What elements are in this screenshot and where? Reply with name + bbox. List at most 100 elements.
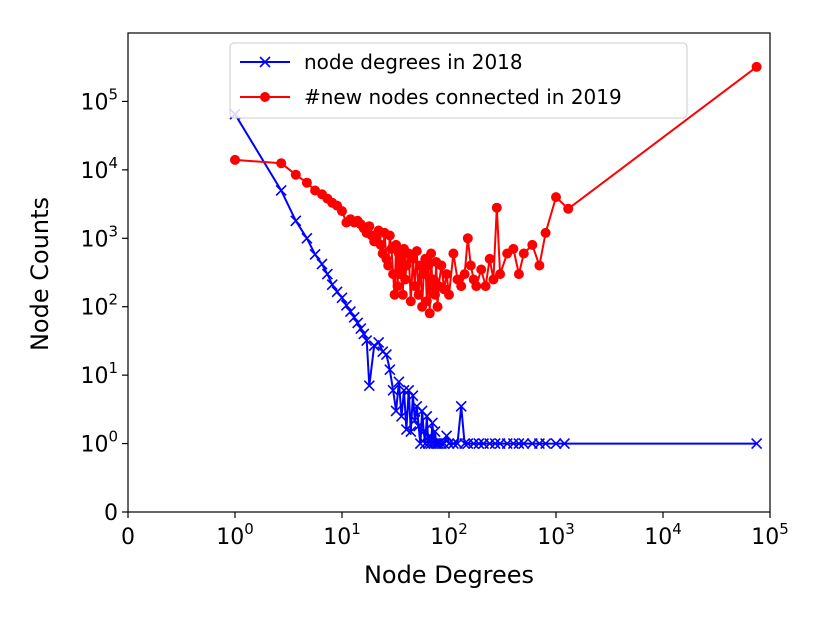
data-point [391,239,402,250]
data-point [361,335,373,347]
data-point [398,384,410,396]
data-point [348,311,360,323]
x-tick-label: 100 [216,520,254,550]
data-point [401,260,412,271]
y-tick-label: 104 [80,154,118,184]
data-point [430,289,440,300]
series-0 [229,108,763,450]
x-tick-label: 101 [323,520,361,550]
y-tick-label: 100 [80,428,118,458]
data-point [409,281,420,292]
legend-label: #new nodes connected in 2019 [304,85,622,109]
data-point [405,296,416,307]
data-point [455,400,467,412]
x-tick-label: 102 [430,520,468,550]
data-point [443,438,455,450]
data-point [489,438,501,450]
data-point [407,253,418,264]
data-point [414,438,426,450]
data-point [513,269,524,280]
data-point [355,322,367,335]
data-point [459,269,470,280]
data-point [513,438,525,450]
series-1 [230,61,762,319]
data-point [465,260,476,271]
data-point [397,289,408,300]
data-layer [229,61,763,450]
data-point [364,221,375,232]
data-point [418,425,430,438]
data-point [430,438,442,450]
legend-marker [259,56,271,68]
data-point [508,243,519,254]
data-point [301,232,313,244]
data-point [387,384,399,396]
data-point [326,279,338,291]
data-point [340,299,352,311]
data-point [456,281,467,292]
data-point [301,177,312,188]
data-point [375,239,386,250]
data-point [471,281,482,292]
data-point [444,289,454,300]
data-point [484,253,495,264]
data-point [423,260,434,271]
y-tick-label: 102 [80,291,118,321]
data-point [426,248,437,259]
data-point [462,233,473,244]
data-point [551,192,561,203]
x-axis-label: Node Degrees [364,561,534,589]
data-point [316,258,328,270]
legend-marker [260,92,270,102]
data-point [491,202,502,213]
data-point [352,317,364,329]
data-point [363,380,375,392]
data-point [411,246,422,257]
x-tick-label: 104 [644,520,682,550]
data-point [407,390,419,402]
data-point [230,154,240,165]
data-point [276,158,287,169]
data-point [424,308,435,319]
data-point [558,438,571,450]
data-point [413,289,424,300]
data-point [438,438,450,450]
data-point [459,438,471,450]
data-point [405,425,417,438]
data-point [290,215,302,227]
data-point [384,364,396,376]
y-axis-label: Node Counts [26,197,54,351]
data-point [403,384,415,396]
data-point [507,438,519,450]
data-point [395,410,408,422]
data-point [436,260,447,271]
data-point [400,274,411,285]
data-point [344,305,357,318]
data-point [393,376,405,388]
data-point [358,328,370,340]
data-point [421,296,432,307]
y-tick-label: 0 [104,501,118,526]
data-point [518,438,530,450]
data-point [321,268,333,280]
data-point [418,269,429,280]
data-point [388,269,399,280]
data-point [384,230,395,241]
data-point [448,248,459,259]
data-point [751,438,763,450]
data-point [518,248,529,259]
data-point [409,414,421,426]
data-point [447,438,459,450]
data-point [550,438,562,450]
legend-box [229,42,688,119]
data-point [563,203,574,214]
data-point [441,269,452,280]
data-point [527,239,538,250]
data-point [432,301,443,312]
data-point [473,438,485,450]
data-point [751,61,762,72]
data-point [275,184,287,197]
data-point [380,348,392,361]
data-point [476,264,487,275]
